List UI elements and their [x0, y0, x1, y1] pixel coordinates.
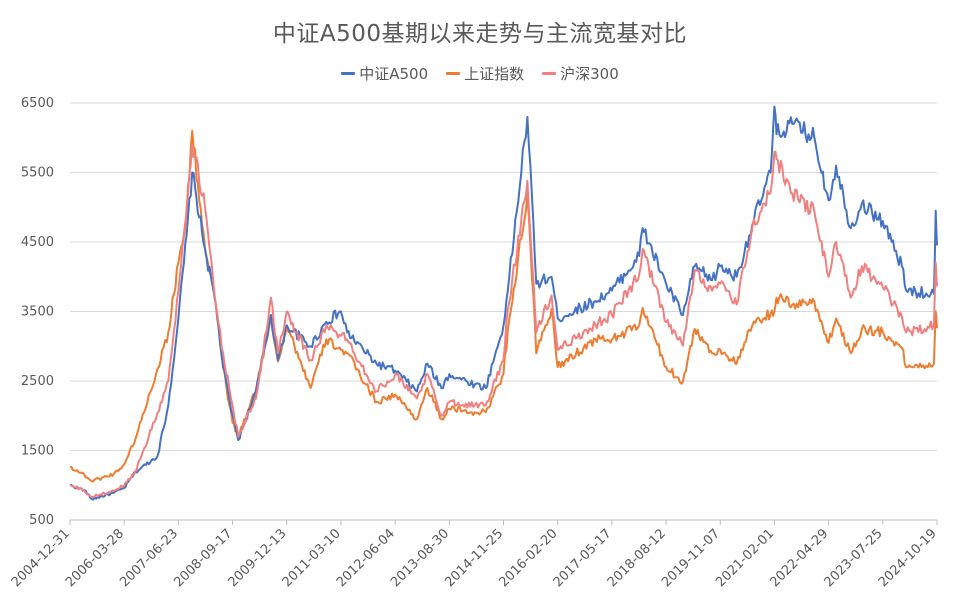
legend-swatch-shanghai	[446, 72, 461, 75]
y-tick-label: 5500	[21, 166, 54, 181]
series-line-a500[interactable]	[69, 105, 938, 501]
legend-item-shanghai[interactable]: 上证指数	[446, 63, 524, 84]
legend-label-a500: 中证A500	[359, 65, 429, 83]
y-tick-label: 3500	[21, 305, 54, 320]
legend-label-shanghai: 上证指数	[464, 65, 525, 83]
y-tick-label: 500	[29, 513, 54, 528]
chart-legend: 中证A500 上证指数 沪深300	[0, 63, 960, 84]
y-tick-label: 2500	[21, 374, 54, 389]
legend-item-a500[interactable]: 中证A500	[341, 63, 428, 84]
chart-title: 中证A500基期以来走势与主流宽基对比	[272, 21, 688, 47]
legend-label-csi300: 沪深300	[560, 65, 619, 83]
y-tick-label: 1500	[21, 444, 54, 459]
x-tick-label: 2024-10-19	[876, 526, 940, 590]
series-line-csi300[interactable]	[69, 143, 938, 499]
legend-swatch-csi300	[542, 72, 557, 75]
y-tick-label: 4500	[21, 235, 54, 250]
legend-swatch-a500	[341, 72, 356, 75]
legend-item-csi300[interactable]: 沪深300	[542, 63, 619, 84]
y-tick-label: 6500	[21, 96, 54, 111]
